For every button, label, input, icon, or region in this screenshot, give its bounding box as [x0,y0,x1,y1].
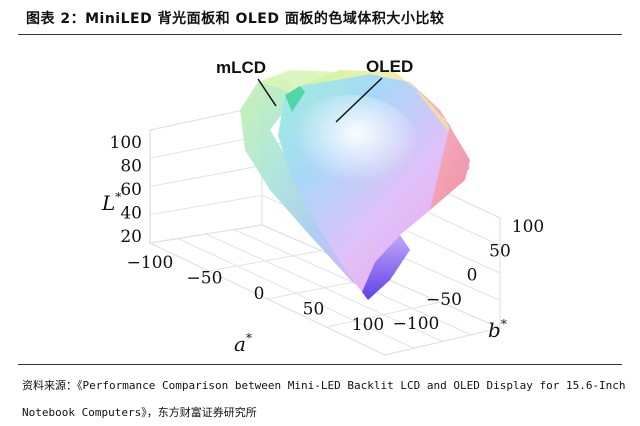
title-divider [18,34,622,35]
b-tick-label: −50 [426,290,462,310]
a-tick-label: −50 [187,269,223,289]
gridline [149,135,263,159]
source-line-2: Notebook Computers》，东方财富证券研究所 [22,406,257,419]
l-axis-title: L* [101,190,121,215]
l-tick-label: 20 [120,227,142,247]
a-tick-label: −100 [127,253,174,273]
b-tick-label: −100 [393,314,440,334]
callout-mlcd-line [257,78,277,107]
l-tick-label: 80 [120,157,142,177]
a-tick-label: 50 [303,300,325,320]
a-tick-label: 0 [254,284,265,304]
l-tick-label: 40 [120,204,142,224]
b-tick-label: 100 [512,217,544,237]
b-axis-title: b* [488,317,507,342]
source-note: 资料来源：《Performance Comparison between Min… [22,372,626,426]
source-line-1: 资料来源：《Performance Comparison between Min… [22,379,626,392]
callout-oled-line [335,77,383,123]
a-axis-title: a* [234,331,252,356]
gridline [149,194,263,216]
oled-gamut-volume [278,70,470,300]
a-axis-ticks: −100 −50 0 50 100 [127,253,385,335]
l-axis-ticks: 20 40 60 80 100 [110,133,142,247]
b-tick-label: 50 [489,241,511,261]
l-tick-label: 100 [110,133,142,153]
a-tick-label: 100 [352,315,384,335]
figure-title: 图表 2：MiniLED 背光面板和 OLED 面板的色域体积大小比较 [26,11,445,27]
gridline [149,165,263,187]
b-tick-label: 0 [467,266,478,286]
gridline [205,233,443,342]
l-tick-label: 60 [120,180,142,200]
gridline [384,327,501,356]
source-divider [18,364,622,365]
callout-mlcd: mLCD [216,58,266,77]
gridline [326,301,441,328]
callout-oled: OLED [366,57,413,76]
